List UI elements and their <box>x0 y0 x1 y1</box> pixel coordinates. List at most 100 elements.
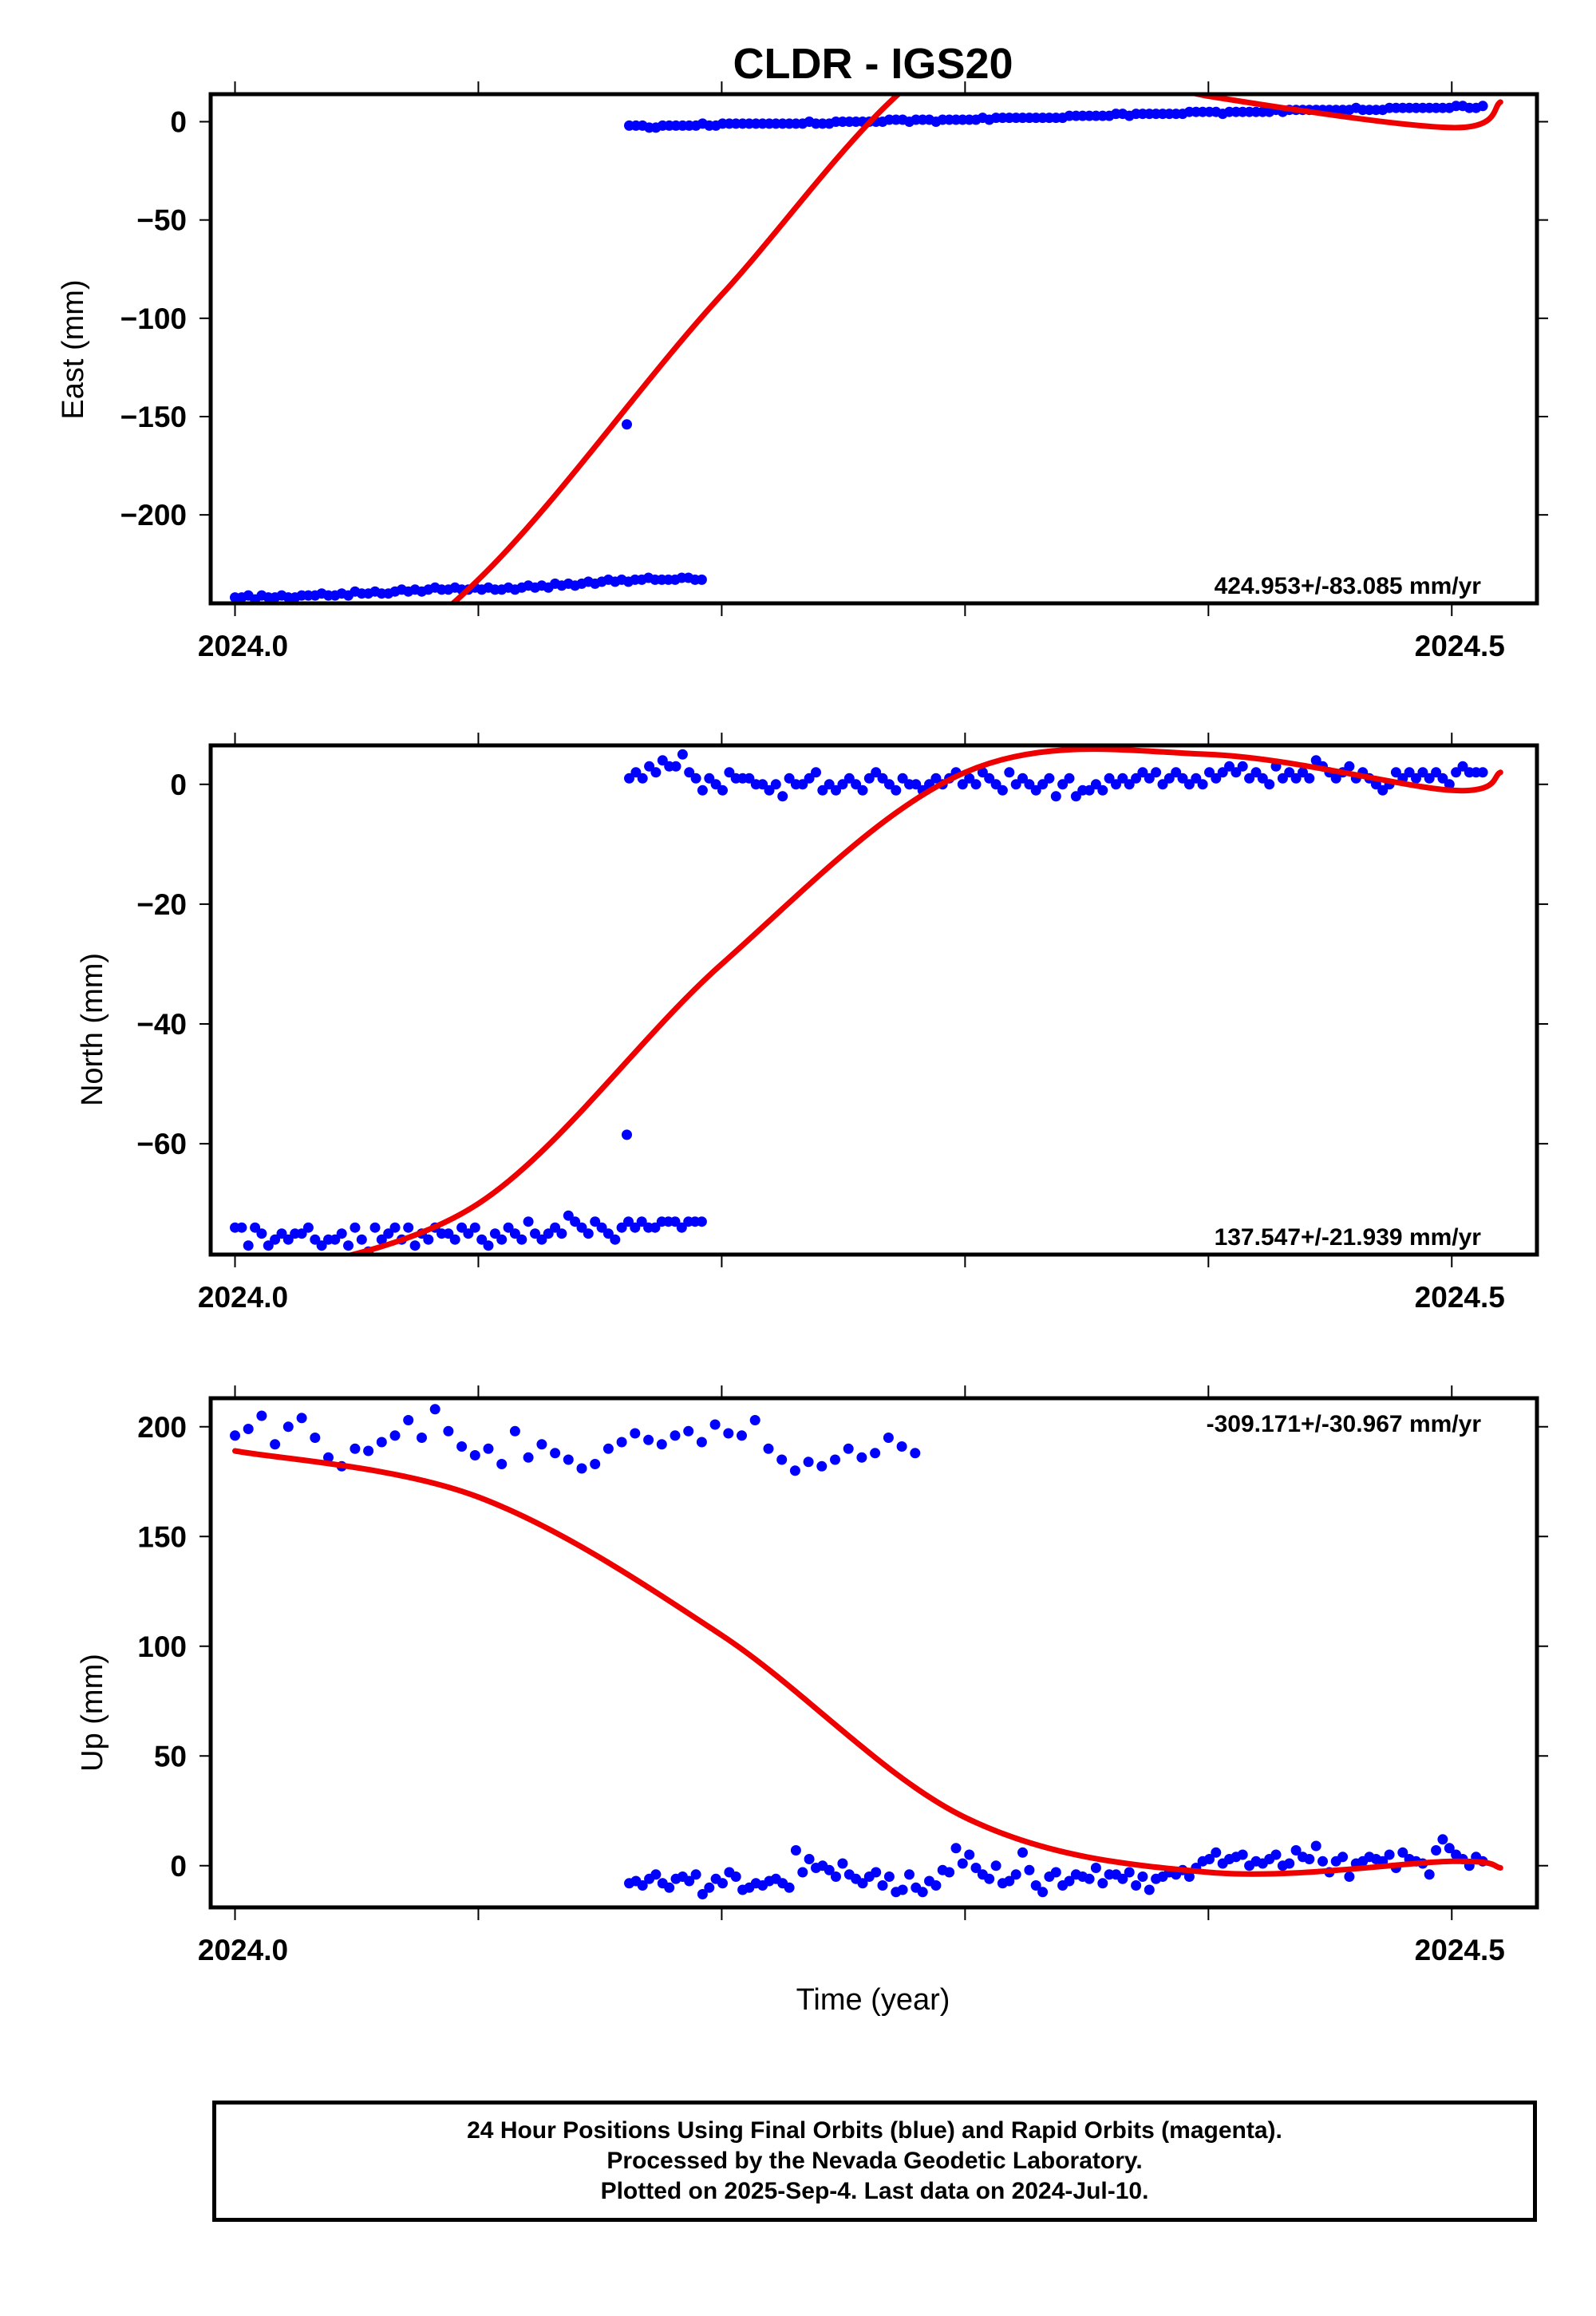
north-data-point <box>1237 761 1248 772</box>
north-data-point <box>684 767 695 778</box>
north-data-point <box>1411 773 1421 784</box>
north-panel: North (mm) 137.547+/-21.939 mm/yr 0 −20 −4… <box>76 733 1548 1314</box>
north-data-point <box>516 1234 527 1245</box>
north-data-point <box>350 1222 361 1233</box>
north-data-point <box>770 779 781 790</box>
north-data-point <box>1163 773 1175 784</box>
up-ylabel: Up (mm) <box>76 1654 109 1772</box>
east-rate-label: 424.953+/-83.085 mm/yr <box>1215 573 1482 599</box>
up-data-point <box>723 1428 734 1439</box>
up-data-point <box>896 1441 907 1452</box>
north-data-point <box>696 1216 707 1227</box>
north-data-point <box>970 779 982 790</box>
up-data-point <box>282 1421 294 1433</box>
up-data-point <box>990 1860 1001 1871</box>
north-data-point <box>1277 773 1288 784</box>
north-data-point <box>1057 779 1069 790</box>
up-data-point <box>376 1437 387 1448</box>
north-xtick-label: 2024.0 <box>198 1281 288 1314</box>
east-xtick-label: 2024.0 <box>198 630 288 662</box>
north-data-point <box>724 767 735 778</box>
up-data-point <box>650 1869 662 1880</box>
north-data-point <box>610 1234 621 1245</box>
up-data-point <box>1344 1871 1355 1882</box>
up-data-point <box>1017 1847 1028 1858</box>
up-data-point <box>643 1434 654 1445</box>
north-data-point <box>369 1222 381 1233</box>
north-data-point <box>523 1216 534 1227</box>
up-data-point <box>790 1845 801 1856</box>
north-data-point <box>1197 779 1208 790</box>
north-data-point <box>964 773 975 784</box>
up-data-point <box>763 1443 774 1454</box>
north-data-point <box>530 1228 540 1239</box>
north-data-point <box>1111 779 1121 790</box>
north-data-point <box>1030 785 1041 796</box>
north-data-point <box>263 1240 274 1251</box>
north-data-point <box>1090 779 1101 790</box>
up-data-point <box>483 1443 494 1454</box>
north-data-point <box>596 1222 607 1233</box>
east-axis-frame <box>208 92 1539 606</box>
up-data-point <box>496 1459 508 1469</box>
north-data-point <box>243 1240 254 1251</box>
north-data-point <box>602 1228 614 1239</box>
north-data-point <box>1244 773 1255 784</box>
north-data-point <box>1117 773 1128 784</box>
up-data-point <box>563 1454 574 1465</box>
up-data-point <box>831 1871 841 1882</box>
up-data-point <box>310 1433 321 1443</box>
north-data-point <box>636 1216 647 1227</box>
up-data-point <box>389 1430 401 1441</box>
north-data-point <box>1144 773 1155 784</box>
east-data-point <box>1477 101 1488 112</box>
up-data-point <box>1431 1845 1442 1856</box>
up-ytick-label: 100 <box>137 1630 187 1663</box>
north-data-point <box>657 755 668 766</box>
up-data-point <box>1317 1856 1328 1867</box>
north-data-point <box>697 785 708 796</box>
north-data-point <box>463 1228 474 1239</box>
up-data-point <box>737 1430 747 1441</box>
north-data-point <box>843 773 855 784</box>
up-data-point <box>984 1873 995 1884</box>
north-data-point <box>1290 773 1302 784</box>
up-data-point <box>1131 1880 1142 1891</box>
up-data-point <box>1211 1847 1222 1858</box>
up-data-point <box>576 1463 587 1474</box>
up-data-point <box>602 1443 614 1454</box>
up-data-point <box>270 1439 281 1450</box>
up-data-point <box>256 1410 267 1421</box>
north-axis-frame <box>208 743 1539 1257</box>
up-data-point <box>1117 1873 1128 1884</box>
up-data-point <box>797 1867 808 1878</box>
up-panel: Up (mm) -309.171+/-30.967 mm/yr 200 150 10… <box>76 1385 1548 1966</box>
footer-line-orbits: 24 Hour Positions Using Final Orbits (bl… <box>467 2117 1282 2144</box>
north-data-point <box>1024 779 1035 790</box>
up-data-point <box>690 1869 701 1880</box>
up-data-point <box>683 1425 694 1437</box>
north-xtick-label: 2024.5 <box>1415 1281 1505 1314</box>
north-data-point <box>489 1228 500 1239</box>
up-data-point <box>904 1869 915 1880</box>
up-data-point <box>630 1428 641 1439</box>
north-data-point <box>1404 767 1415 778</box>
north-data-point <box>496 1234 508 1245</box>
north-data-point <box>570 1216 581 1227</box>
up-data-point <box>1030 1880 1041 1891</box>
north-data-point <box>270 1234 281 1245</box>
north-data-point <box>1004 767 1015 778</box>
north-data-point <box>871 767 882 778</box>
north-data-point <box>250 1222 261 1233</box>
north-data-point <box>1264 779 1275 790</box>
north-data-point <box>296 1228 307 1239</box>
up-data-point <box>363 1445 374 1456</box>
up-axis-frame <box>208 1396 1539 1910</box>
north-data-point <box>1064 773 1075 784</box>
up-data-point <box>897 1884 908 1895</box>
north-data-point <box>276 1228 287 1239</box>
north-data-point <box>1437 773 1448 784</box>
north-data-point <box>1044 773 1055 784</box>
up-data-point <box>1144 1884 1155 1895</box>
